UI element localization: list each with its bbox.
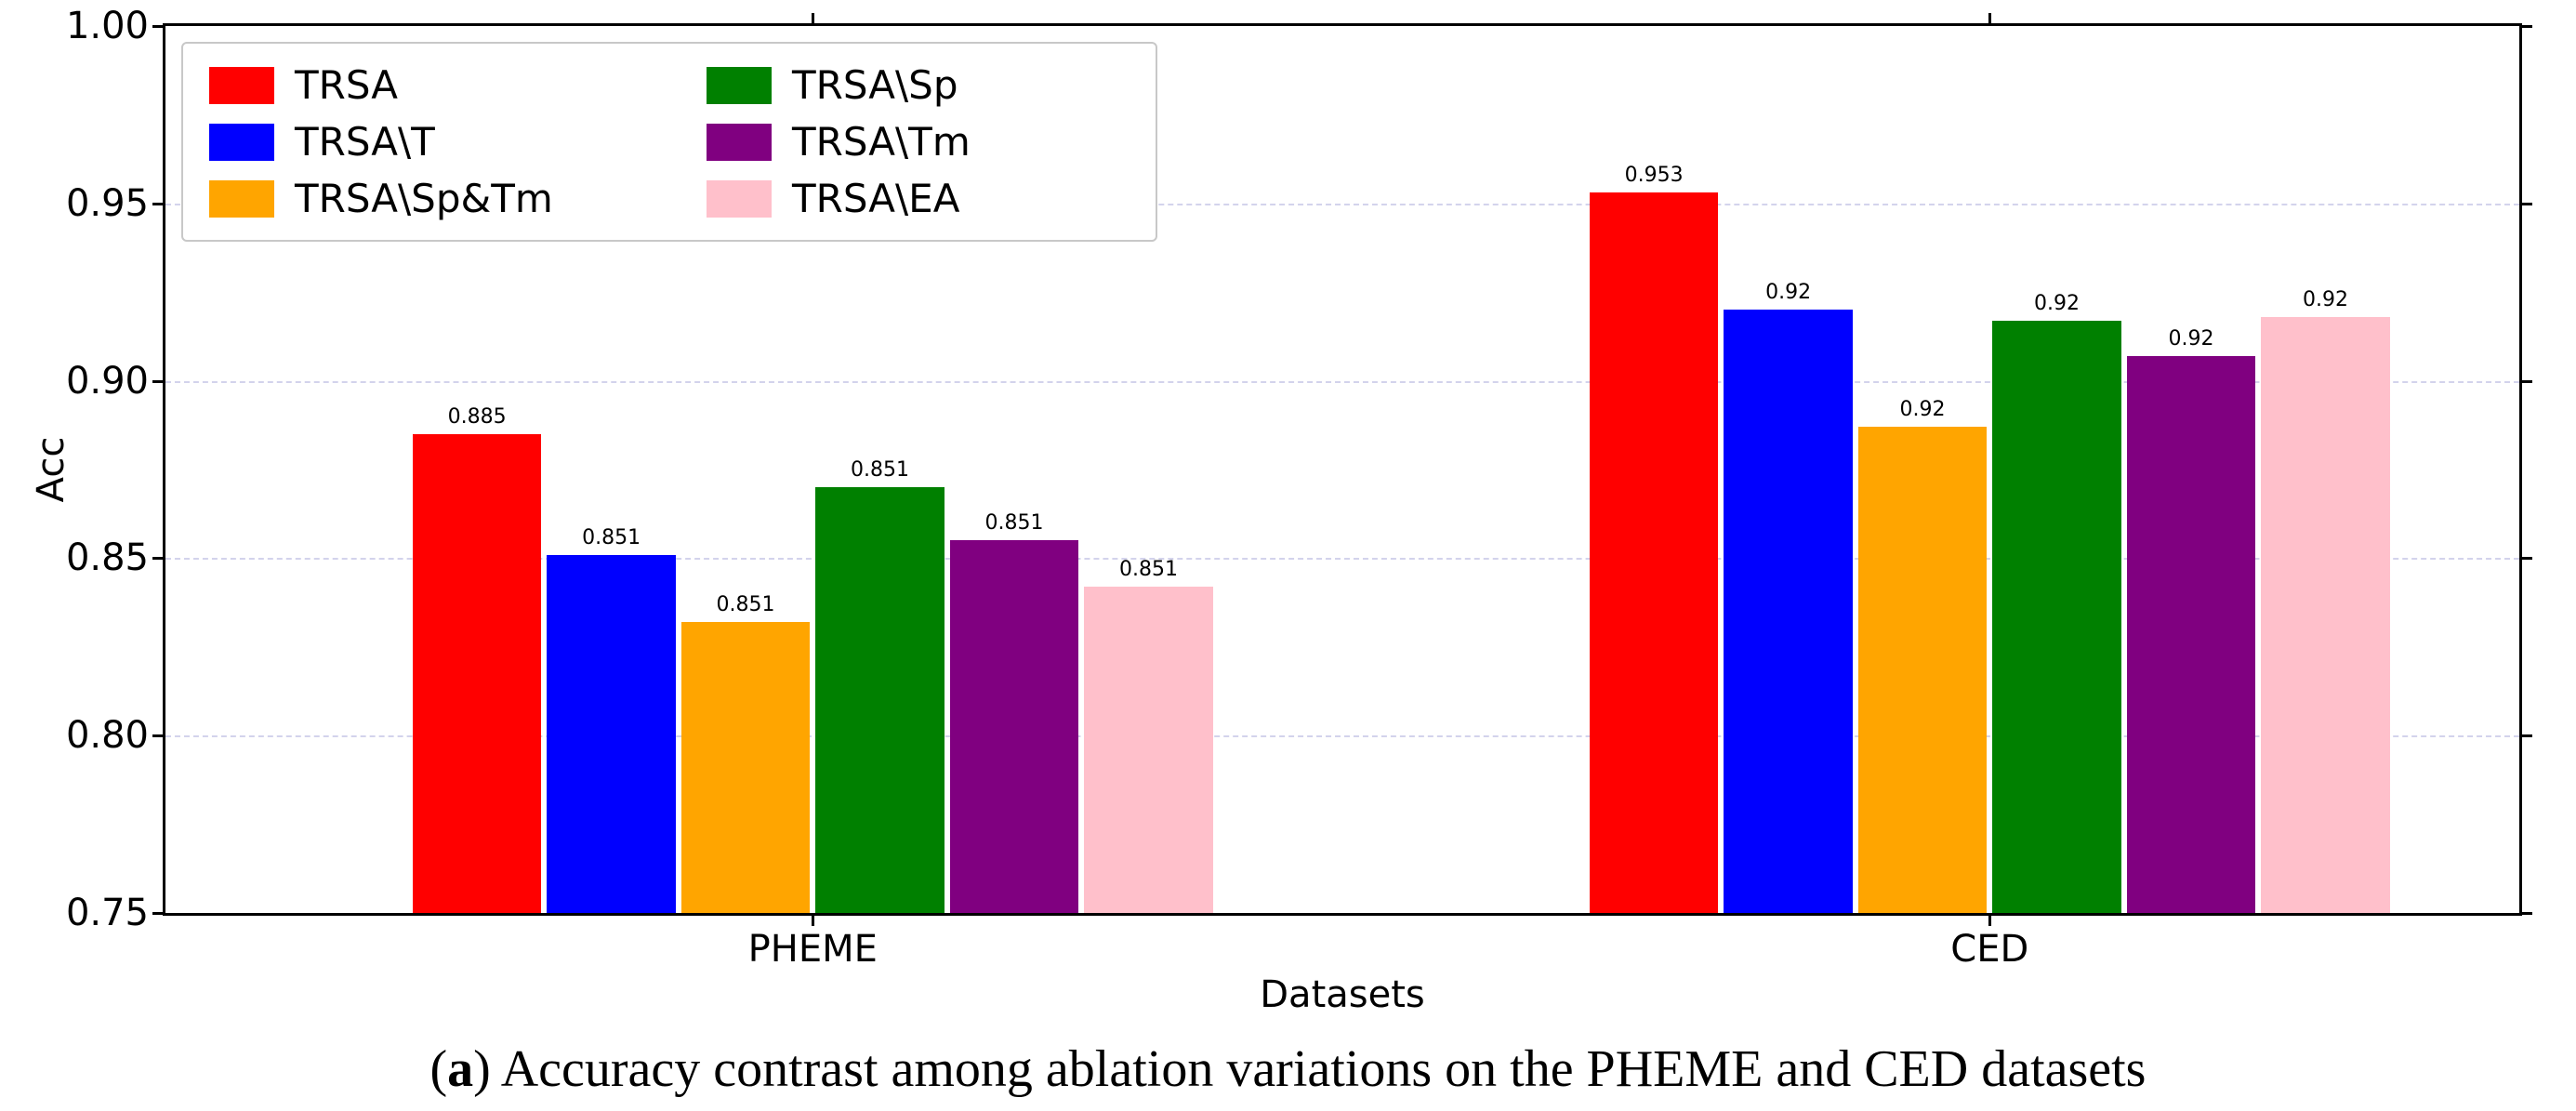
legend-item: TRSA\Sp&Tm	[209, 176, 632, 221]
bar-value-label: 0.92	[2034, 292, 2080, 315]
bar-value-label: 0.92	[1900, 398, 1946, 421]
x-tick-mark	[1988, 13, 1991, 26]
legend-item: TRSA\Tm	[707, 119, 1129, 165]
y-tick-label: 0.95	[66, 182, 165, 225]
bar	[2127, 356, 2255, 913]
y-tick-mark	[2519, 734, 2532, 737]
bar-value-label: 0.92	[2169, 327, 2214, 350]
legend-swatch	[209, 180, 274, 218]
legend-swatch	[209, 67, 274, 104]
bar	[547, 555, 675, 913]
legend-label: TRSA\Sp	[792, 62, 958, 108]
y-tick-mark	[2519, 203, 2532, 205]
x-tick-mark	[812, 913, 814, 926]
y-tick-mark	[2519, 25, 2532, 28]
y-tick-label: 0.90	[66, 360, 165, 403]
legend-label: TRSA\Tm	[792, 119, 971, 165]
legend-swatch	[707, 67, 772, 104]
bar	[950, 540, 1078, 913]
legend-swatch	[707, 180, 772, 218]
legend-swatch	[707, 124, 772, 161]
y-tick-mark	[152, 912, 165, 915]
legend-item: TRSA\EA	[707, 176, 1129, 221]
bar-value-label: 0.851	[582, 526, 641, 549]
y-tick-mark	[152, 380, 165, 383]
bar	[1858, 427, 1987, 913]
bar	[1724, 310, 1852, 913]
legend-item: TRSA\Sp	[707, 62, 1129, 108]
x-tick-mark	[812, 13, 814, 26]
caption-text: Accuracy contrast among ablation variati…	[501, 1040, 2147, 1098]
y-tick-mark	[152, 734, 165, 737]
bar-value-label: 0.92	[2303, 288, 2348, 311]
legend-item: TRSA\T	[209, 119, 632, 165]
y-axis-label: Acc	[30, 437, 73, 503]
bar-value-label: 0.851	[985, 511, 1044, 535]
x-axis-label: Datasets	[1260, 973, 1424, 1016]
caption-index: a	[447, 1040, 473, 1098]
bar-value-label: 0.851	[717, 593, 775, 616]
legend-swatch	[209, 124, 274, 161]
bar	[2261, 317, 2389, 913]
y-tick-mark	[2519, 380, 2532, 383]
legend-label: TRSA\T	[295, 119, 435, 165]
figure-root: 0.750.800.850.900.951.00PHEMECED0.8850.8…	[0, 0, 2576, 1111]
bar-value-label: 0.885	[448, 405, 507, 429]
legend-label: TRSA\Sp&Tm	[295, 176, 553, 221]
figure-caption: (a) Accuracy contrast among ablation var…	[430, 1039, 2147, 1099]
y-tick-mark	[152, 25, 165, 28]
bar-value-label: 0.953	[1625, 164, 1684, 187]
legend-label: TRSA	[295, 62, 398, 108]
y-tick-label: 0.80	[66, 714, 165, 757]
y-tick-label: 0.85	[66, 536, 165, 579]
bar	[815, 487, 944, 913]
x-tick-mark	[1988, 913, 1991, 926]
y-tick-label: 0.75	[66, 892, 165, 934]
bar	[1992, 321, 2120, 913]
bar	[681, 622, 810, 913]
y-tick-mark	[152, 557, 165, 560]
legend-item: TRSA	[209, 62, 632, 108]
bar-value-label: 0.851	[851, 458, 909, 482]
bar	[413, 434, 541, 913]
bar	[1590, 192, 1718, 913]
bar-value-label: 0.851	[1119, 558, 1178, 581]
legend: TRSA TRSA\Sp TRSA\T TRSA\Tm TRSA\Sp&Tm TRSA\E…	[181, 42, 1157, 242]
y-tick-mark	[2519, 557, 2532, 560]
y-tick-mark	[152, 203, 165, 205]
y-tick-label: 1.00	[66, 5, 165, 47]
legend-label: TRSA\EA	[792, 176, 959, 221]
bar	[1084, 587, 1212, 913]
bar-value-label: 0.92	[1765, 281, 1811, 304]
y-tick-mark	[2519, 912, 2532, 915]
